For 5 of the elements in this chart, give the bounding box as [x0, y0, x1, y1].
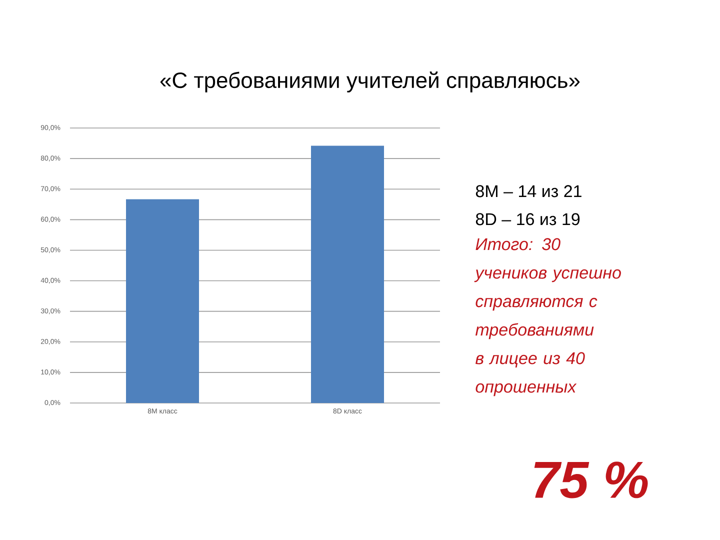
text: 75 %	[534, 462, 648, 498]
chart-title: «С требованиями учителей справляюсь»	[160, 72, 580, 92]
text: 8D – 16 из 19	[476, 213, 580, 226]
text: 8М – 14 из 21	[476, 185, 582, 198]
text: Итого: 30 учеников успешно справляются с требованиями в лицее из 40 опрошенных	[474, 238, 621, 396]
